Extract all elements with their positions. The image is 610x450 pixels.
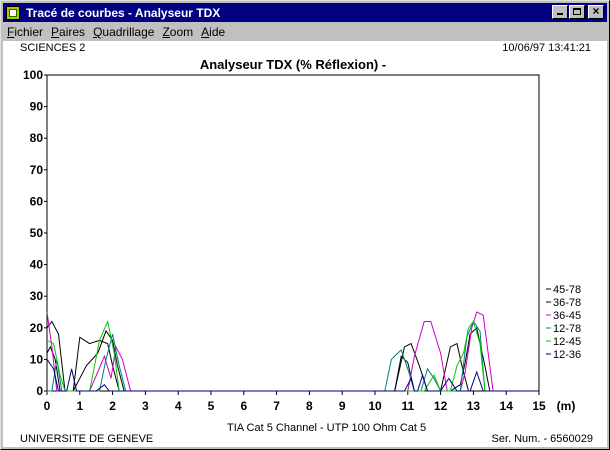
x-tick-label: 7 bbox=[273, 399, 280, 413]
y-tick-label: 80 bbox=[30, 131, 44, 145]
close-icon: × bbox=[592, 4, 600, 18]
legend-entry: 36-78 bbox=[553, 297, 581, 309]
y-tick-label: 30 bbox=[30, 289, 44, 303]
close-button[interactable]: × bbox=[588, 4, 604, 19]
y-tick-label: 90 bbox=[30, 100, 44, 114]
app-icon[interactable] bbox=[6, 5, 20, 20]
menu-quadrillage[interactable]: Quadrillage bbox=[89, 25, 158, 39]
menu-fichier-label: ichier bbox=[14, 25, 44, 39]
tdx-chart: Analyseur TDX (% Réflexion) -01020304050… bbox=[23, 57, 581, 413]
y-tick-label: 0 bbox=[36, 384, 43, 398]
menu-zoom[interactable]: Zoom bbox=[158, 25, 197, 39]
x-tick-label: 5 bbox=[208, 399, 215, 413]
y-tick-label: 40 bbox=[30, 258, 44, 272]
x-tick-label: 8 bbox=[306, 399, 313, 413]
chart-title: Analyseur TDX (% Réflexion) - bbox=[200, 57, 386, 72]
menu-aide-mnemonic: A bbox=[201, 25, 210, 39]
legend-entry: 36-45 bbox=[553, 310, 581, 322]
legend-entry: 45-78 bbox=[553, 284, 581, 296]
menu-paires[interactable]: Paires bbox=[47, 25, 89, 39]
plot-area: SCIENCES 2 10/06/97 13:41:21 Analyseur T… bbox=[3, 41, 607, 447]
x-tick-label: 6 bbox=[240, 399, 247, 413]
window-title: Tracé de courbes - Analyseur TDX bbox=[26, 5, 221, 20]
y-tick-label: 20 bbox=[30, 321, 44, 335]
window-controls: × bbox=[551, 4, 604, 19]
title-bar[interactable]: Tracé de courbes - Analyseur TDX × bbox=[3, 3, 607, 22]
menu-quadrillage-label: uadrillage bbox=[102, 25, 155, 39]
x-axis-unit: (m) bbox=[557, 399, 576, 413]
menu-paires-mnemonic: P bbox=[51, 25, 60, 39]
date-time: 10/06/97 13:41:21 bbox=[502, 42, 591, 54]
x-tick-label: 4 bbox=[175, 399, 182, 413]
series-line-12-45 bbox=[46, 319, 539, 392]
minimize-icon bbox=[557, 13, 563, 15]
menu-paires-label: aires bbox=[59, 25, 86, 39]
x-tick-label: 2 bbox=[109, 399, 116, 413]
legend-entry: 12-36 bbox=[553, 349, 581, 361]
y-tick-label: 70 bbox=[30, 163, 44, 177]
menu-fichier[interactable]: Fichier bbox=[3, 25, 47, 39]
menu-zoom-label: oom bbox=[169, 25, 194, 39]
series-line-36-45 bbox=[46, 311, 539, 392]
series-line-12-36 bbox=[46, 359, 539, 392]
menu-aide[interactable]: Aide bbox=[197, 25, 229, 39]
y-tick-label: 60 bbox=[30, 194, 44, 208]
x-tick-label: 13 bbox=[467, 399, 481, 413]
x-tick-label: 0 bbox=[44, 399, 51, 413]
menu-quadrillage-mnemonic: Q bbox=[93, 25, 103, 39]
y-tick-label: 10 bbox=[30, 352, 44, 366]
x-tick-label: 9 bbox=[339, 399, 346, 413]
legend-entry: 12-45 bbox=[553, 336, 581, 348]
menu-bar: Fichier Paires Quadrillage Zoom Aide bbox=[3, 23, 607, 41]
x-tick-label: 11 bbox=[401, 399, 414, 413]
site-name: SCIENCES 2 bbox=[20, 42, 86, 54]
organization-name: UNIVERSITE DE GENEVE bbox=[20, 433, 154, 445]
menu-zoom-mnemonic: Z bbox=[162, 25, 170, 39]
x-tick-label: 10 bbox=[368, 399, 382, 413]
maximize-icon bbox=[573, 8, 581, 15]
x-tick-label: 1 bbox=[76, 399, 83, 413]
menu-fichier-mnemonic: F bbox=[7, 25, 15, 39]
cable-standard: TIA Cat 5 Channel - UTP 100 Ohm Cat 5 bbox=[227, 422, 427, 434]
x-tick-label: 3 bbox=[142, 399, 149, 413]
x-tick-label: 12 bbox=[434, 399, 448, 413]
minimize-button[interactable] bbox=[552, 5, 568, 19]
serial-number: Ser. Num. - 6560029 bbox=[491, 433, 593, 445]
legend-entry: 12-78 bbox=[553, 323, 581, 335]
y-tick-label: 100 bbox=[23, 68, 43, 82]
x-tick-label: 15 bbox=[532, 399, 546, 413]
maximize-button[interactable] bbox=[569, 5, 585, 19]
series-line-36-78 bbox=[46, 326, 539, 392]
x-tick-label: 14 bbox=[500, 399, 514, 413]
y-tick-label: 50 bbox=[30, 226, 44, 240]
menu-aide-label: ide bbox=[209, 25, 226, 39]
